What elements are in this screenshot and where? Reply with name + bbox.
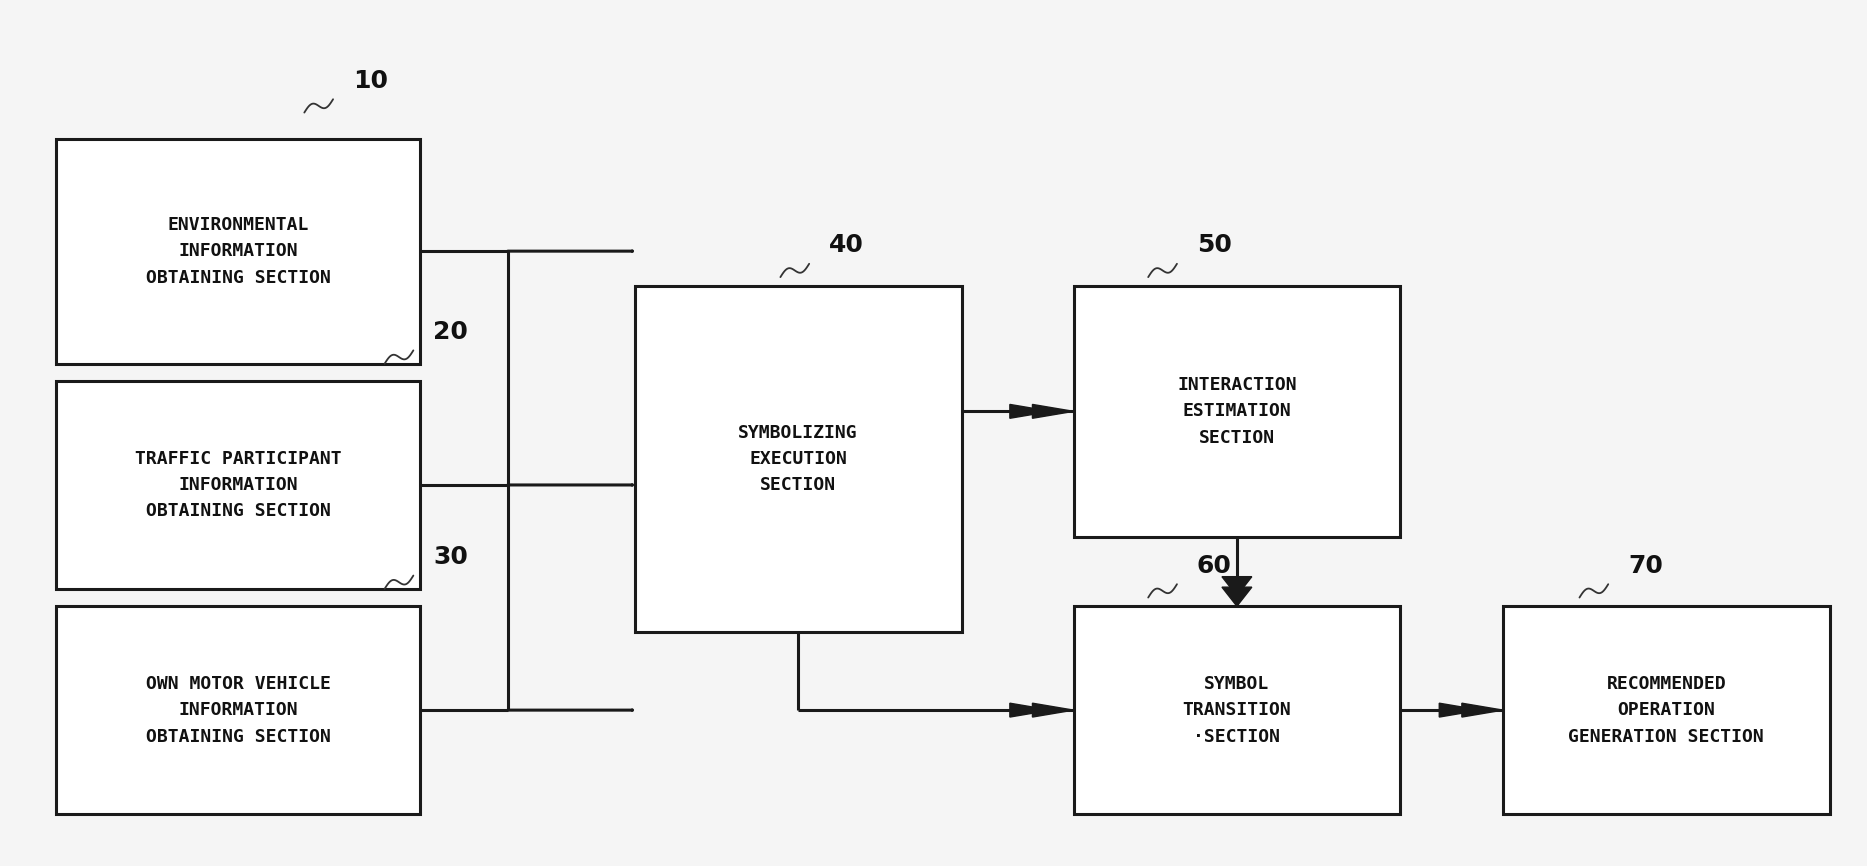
Polygon shape xyxy=(1223,577,1253,596)
Polygon shape xyxy=(1032,404,1074,418)
Text: OWN MOTOR VEHICLE
INFORMATION
OBTAINING SECTION: OWN MOTOR VEHICLE INFORMATION OBTAINING … xyxy=(146,675,330,746)
Text: 30: 30 xyxy=(433,545,469,569)
Text: ENVIRONMENTAL
INFORMATION
OBTAINING SECTION: ENVIRONMENTAL INFORMATION OBTAINING SECT… xyxy=(146,216,330,287)
Polygon shape xyxy=(1462,703,1503,717)
Bar xyxy=(1074,606,1400,814)
Text: 70: 70 xyxy=(1628,553,1663,578)
Bar xyxy=(56,139,420,364)
Text: INTERACTION
ESTIMATION
SECTION: INTERACTION ESTIMATION SECTION xyxy=(1176,376,1298,447)
Text: 20: 20 xyxy=(433,320,469,344)
Text: RECOMMENDED
OPERATION
GENERATION SECTION: RECOMMENDED OPERATION GENERATION SECTION xyxy=(1568,675,1764,746)
Text: 60: 60 xyxy=(1197,553,1232,578)
Polygon shape xyxy=(1223,587,1253,606)
Polygon shape xyxy=(1032,703,1074,717)
Polygon shape xyxy=(1439,703,1481,717)
Text: SYMBOL
TRANSITION
·SECTION: SYMBOL TRANSITION ·SECTION xyxy=(1182,675,1292,746)
Bar xyxy=(635,286,962,632)
Bar xyxy=(1074,286,1400,537)
Polygon shape xyxy=(1010,404,1051,418)
Text: TRAFFIC PARTICIPANT
INFORMATION
OBTAINING SECTION: TRAFFIC PARTICIPANT INFORMATION OBTAININ… xyxy=(134,449,342,520)
Bar xyxy=(1503,606,1830,814)
Polygon shape xyxy=(1010,703,1051,717)
Bar xyxy=(56,381,420,589)
Text: 40: 40 xyxy=(829,233,864,257)
Bar xyxy=(56,606,420,814)
Text: SYMBOLIZING
EXECUTION
SECTION: SYMBOLIZING EXECUTION SECTION xyxy=(737,423,859,494)
Text: 50: 50 xyxy=(1197,233,1232,257)
Text: 10: 10 xyxy=(353,68,388,93)
